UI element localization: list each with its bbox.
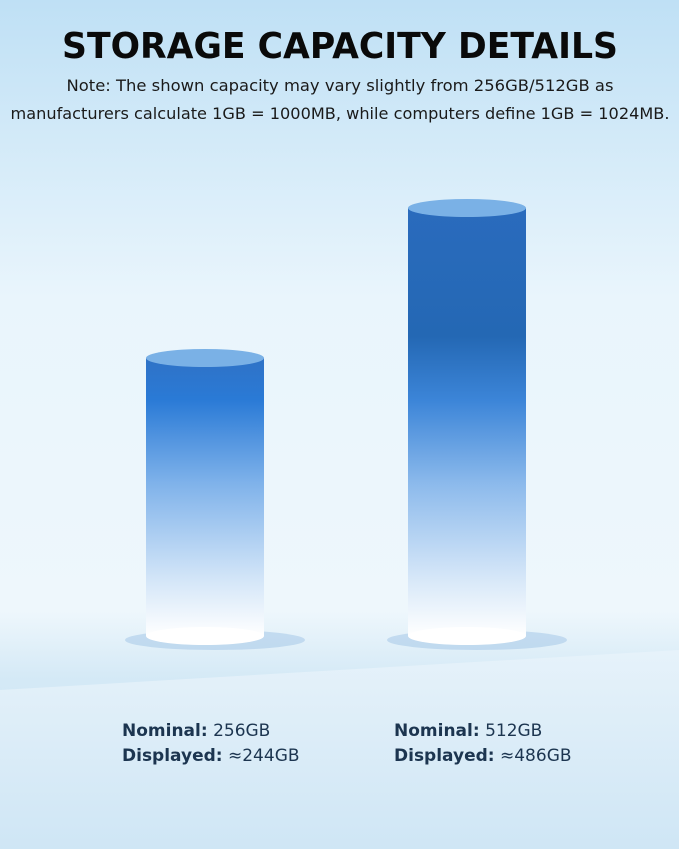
cylinder-base [408, 627, 526, 645]
cylinder-256 [146, 349, 264, 645]
label: Nominal: [394, 721, 480, 741]
cylinder-body [408, 208, 526, 636]
value: 512GB [485, 721, 542, 741]
capacity-labels: Nominal: 256GB Displayed: ≈244GB Nominal… [122, 721, 572, 766]
cylinder-base [146, 627, 264, 645]
note-line: manufacturers calculate 1GB = 1000MB, wh… [11, 104, 670, 123]
label: Displayed: [394, 746, 495, 766]
cylinder-top [146, 349, 264, 367]
displayed-row: Displayed: ≈244GB [122, 746, 300, 766]
value: 256GB [213, 721, 270, 741]
title: STORAGE CAPACITY DETAILS [62, 26, 618, 67]
note-line: Note: The shown capacity may vary slight… [67, 76, 614, 95]
floor [0, 650, 679, 849]
label: Displayed: [122, 746, 223, 766]
value: ≈486GB [500, 746, 572, 766]
cylinder-body [146, 358, 264, 636]
cylinder-512 [408, 199, 526, 645]
nominal-row: Nominal: 256GB [122, 721, 270, 741]
value: ≈244GB [228, 746, 300, 766]
nominal-row: Nominal: 512GB [394, 721, 542, 741]
cylinder-top [408, 199, 526, 217]
displayed-row: Displayed: ≈486GB [394, 746, 572, 766]
label: Nominal: [122, 721, 208, 741]
